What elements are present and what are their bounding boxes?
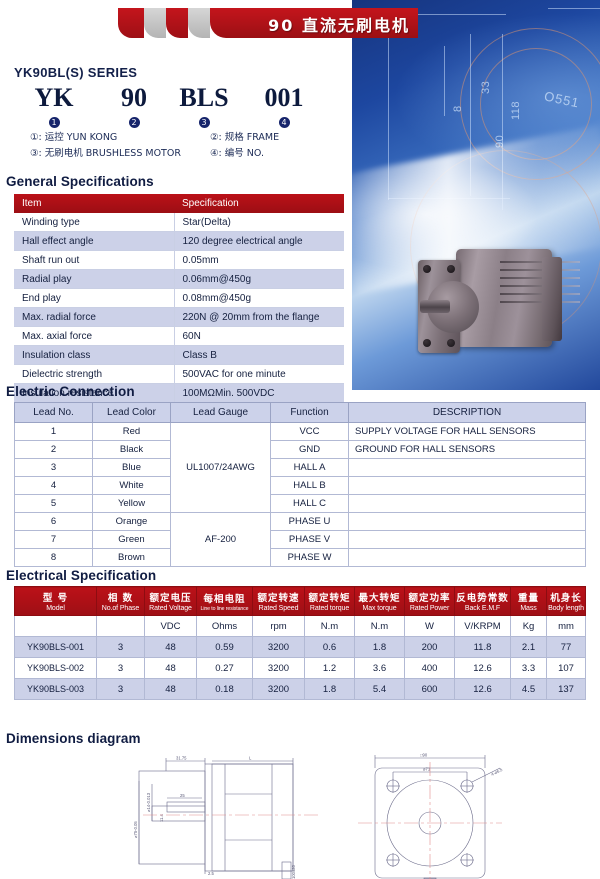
table-row: Winding type Star(Delta) [14, 213, 344, 232]
es-col-model: 型 号 Model [14, 586, 97, 616]
table-row: End play 0.08mm@450g [14, 288, 344, 308]
table-row: 4 White HALL B [14, 476, 586, 495]
gs-col-item: Item [14, 194, 174, 213]
table-row: 1 Red UL1007/24AWG VCC SUPPLY VOLTAGE FO… [14, 422, 586, 513]
table-row: Hall effect angle 120 degree electrical a… [14, 231, 344, 251]
legend-item-3: ③: 无刷电机 BRUSHLESS MOTOR [30, 148, 181, 159]
table-row: 8 Brown PHASE W [14, 548, 586, 567]
gs-col-spec: Specification [174, 194, 344, 213]
model-code-legend: ①: 运控 YUN KONG ②: 规格 FRAME ③: 无刷电机 BRUSH… [30, 129, 350, 161]
table-row: 3 Blue HALL A [14, 458, 586, 477]
dim-label-d75: ⌀75-0.05 [133, 821, 138, 838]
table-row: 5 Yellow HALL C [14, 494, 586, 513]
model-code-part-3: BLS 3 [179, 83, 229, 128]
dimensions-diagram-heading: Dimensions diagram [6, 731, 141, 746]
dim-label-4-d6-5: 4-⌀6.5 [490, 767, 504, 777]
dim-label-25: 25 [180, 793, 185, 798]
dimensions-svg: 31.75 L ⌀75-0.05 ⌀14-0.013 25 11.4 2.5 [133, 753, 504, 879]
dim-label-100-20: 100±20 [291, 864, 296, 879]
motor-endcap [542, 257, 562, 341]
motor-product-photo [418, 243, 580, 355]
es-col-length: 机身长 Body length [546, 586, 586, 616]
units-row: VDC Ohms rpm N.m N.m W V/KRPM Kg mm [14, 615, 586, 637]
table-row: YK90BLS-001 3 48 0.59 3200 0.6 1.8 200 1… [14, 636, 586, 658]
bg-dim-118: 118 [510, 100, 522, 120]
ec-gauge-ul1007: UL1007/24AWG [170, 422, 271, 513]
es-col-resistance: 每相电阻 Line to line resistance [196, 586, 253, 616]
electrical-specification-heading: Electrical Specification [6, 568, 157, 583]
es-col-power: 额定功率 Rated Power [404, 586, 455, 616]
dim-label-L: L [249, 756, 252, 761]
banner-title: 90 直流无刷电机 [268, 16, 410, 35]
electric-connection-heading: Electric Connection [6, 384, 135, 399]
es-col-voltage: 额定电压 Rated Voltage [144, 586, 197, 616]
model-code-part-2: 90 2 [121, 83, 147, 128]
side-view-drawing: 31.75 L ⌀75-0.05 ⌀14-0.013 25 11.4 2.5 [133, 756, 320, 879]
electrical-specification-table: 型 号 Model 相 数 No.of Phase 额定电压 Rated Vol… [14, 586, 586, 700]
table-row: YK90BLS-002 3 48 0.27 3200 1.2 3.6 400 1… [14, 657, 586, 679]
es-col-phase: 相 数 No.of Phase [96, 586, 145, 616]
dimensions-diagram: 31.75 L ⌀75-0.05 ⌀14-0.013 25 11.4 2.5 [0, 750, 600, 879]
es-col-speed: 额定转速 Rated Speed [252, 586, 305, 616]
model-code-breakdown: YK 1 90 2 BLS 3 001 4 [14, 84, 334, 128]
legend-item-2: ②: 规格 FRAME [210, 132, 280, 143]
marker-2: 2 [128, 117, 140, 128]
ec-col-description: DESCRIPTION [348, 402, 586, 423]
bg-dim-8: 8 [452, 105, 464, 112]
es-col-emf: 反电势常数 Back E.M.F [454, 586, 511, 616]
ec-col-lead-color: Lead Color [92, 402, 171, 423]
es-col-mass: 重量 Mass [510, 586, 547, 616]
banner-plate: 90 直流无刷电机 [210, 8, 418, 38]
legend-item-1: ①: 运控 YUN KONG [30, 132, 118, 143]
table-header-row: 型 号 Model 相 数 No.of Phase 额定电压 Rated Vol… [14, 586, 586, 616]
es-col-max-torque: 最大转矩 Max torque [354, 586, 405, 616]
table-row: Shaft run out 0.05mm [14, 250, 344, 270]
table-row: Insulation class Class B [14, 345, 344, 365]
ec-col-function: Function [270, 402, 349, 423]
table-header-row: Item Specification [14, 194, 344, 213]
dim-label-sq90: □90 [420, 753, 428, 758]
table-row: 6 Orange AF-200 PHASE U [14, 512, 586, 567]
table-row: Dielectric strength 500VAC for one minute [14, 364, 344, 384]
table-header-row: Lead No. Lead Color Lead Gauge Function … [14, 402, 586, 423]
marker-3: 3 [198, 117, 210, 128]
ec-gauge-af200: AF-200 [170, 512, 271, 567]
dim-label-11-4: 11.4 [159, 813, 164, 822]
marker-4: 4 [278, 117, 290, 128]
front-view-drawing: □90 ⌀71 4-⌀6.5 [358, 753, 504, 879]
marker-1: 1 [48, 117, 60, 128]
dim-label-d14: ⌀14-0.013 [146, 792, 151, 812]
table-row: Radial play 0.06mm@450g [14, 269, 344, 289]
ec-col-lead-gauge: Lead Gauge [170, 402, 271, 423]
es-col-rated-torque: 额定转矩 Rated torque [304, 586, 355, 616]
series-label: YK90BL(S) SERIES [14, 65, 138, 80]
general-specifications-table: Item Specification Winding type Star(Delt… [14, 194, 344, 403]
bg-dim-33: 33 [480, 80, 492, 94]
table-row: Max. axial force 60N [14, 326, 344, 346]
dim-label-2-5: 2.5 [208, 871, 214, 876]
model-code-part-4: 001 4 [264, 83, 304, 128]
dim-label-31-75: 31.75 [176, 756, 187, 761]
table-row: 2 Black GND GROUND FOR HALL SENSORS [14, 440, 586, 459]
model-code-part-1: YK 1 [34, 83, 74, 128]
table-row: Insulation resistance 100MΩMin. 500VDC [14, 383, 344, 403]
table-row: YK90BLS-003 3 48 0.18 3200 1.8 5.4 600 1… [14, 678, 586, 700]
legend-item-4: ④: 编号 NO. [210, 148, 264, 159]
electric-connection-table: Lead No. Lead Color Lead Gauge Function … [14, 402, 586, 567]
table-row: 7 Green PHASE V [14, 530, 586, 549]
general-specifications-heading: General Specifications [6, 174, 154, 189]
table-row: Max. radial force 220N @ 20mm from the fl… [14, 307, 344, 327]
page-banner: 90 直流无刷电机 [118, 8, 418, 38]
dim-label-d71: ⌀71 [423, 767, 431, 772]
ec-col-lead-no: Lead No. [14, 402, 93, 423]
motor-shaft [420, 300, 450, 313]
